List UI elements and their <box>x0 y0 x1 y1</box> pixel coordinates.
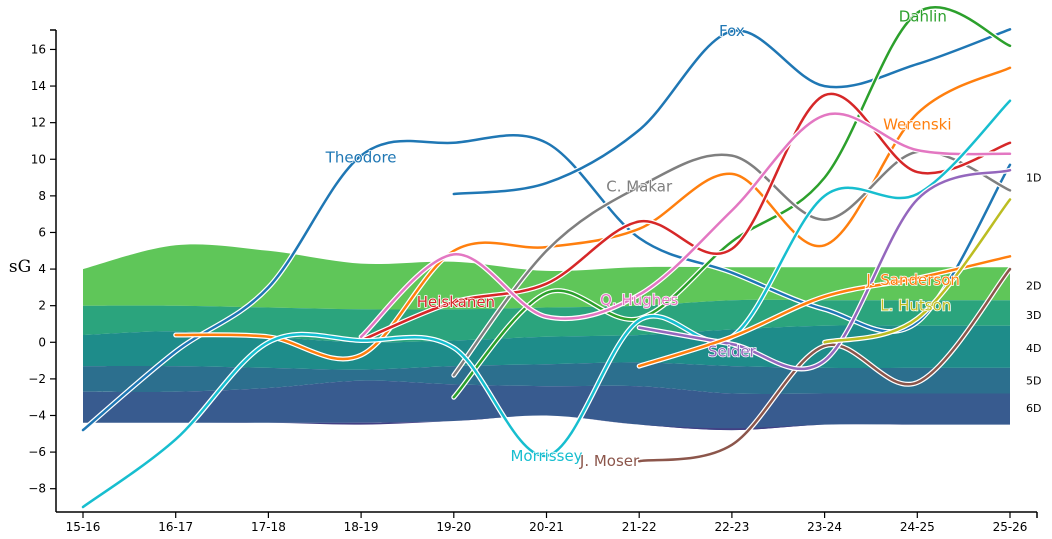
band-2d <box>83 299 1010 343</box>
series-label-q-hughes: Q. Hughes <box>600 291 678 309</box>
series-label-dahlin: Dahlin <box>899 8 947 26</box>
series-line-j-moser <box>637 267 1012 463</box>
band-label-6d: 6D <box>1026 402 1041 415</box>
x-tick-label: 17-18 <box>251 520 286 534</box>
series-lines <box>80 4 1013 510</box>
y-tick-label: 16 <box>31 42 46 56</box>
series-label-fox: Fox <box>719 22 745 40</box>
series-line-j-sanderson <box>637 255 1012 368</box>
series-line-q-hughes <box>359 112 1012 339</box>
y-tick-label: 6 <box>38 225 46 239</box>
series-label-theodore: Theodore <box>325 148 397 166</box>
series-line-fox <box>452 28 1012 196</box>
x-tick-label: 19-20 <box>436 520 471 534</box>
series-label-heiskanen: Heiskanen <box>417 293 495 311</box>
series-labels: Theodore Fox Dahlin Werenski C. Makar Heiskan… <box>324 7 961 471</box>
band-4d <box>83 362 1010 395</box>
band-label-5d: 5D <box>1026 375 1041 388</box>
y-tick-label: −4 <box>28 408 46 422</box>
y-tick-label: 4 <box>38 262 46 276</box>
series-label-c-makar: C. Makar <box>606 178 673 196</box>
band-labels: 1D 2D 3D 4D 5D 6D <box>1026 172 1041 416</box>
y-tick-label: 8 <box>38 189 46 203</box>
band-label-3d: 3D <box>1026 309 1041 322</box>
y-tick-label: 12 <box>31 116 46 130</box>
series-line-dahlin <box>452 6 1012 399</box>
x-tick-label: 21-22 <box>622 520 657 534</box>
series-halo-fox <box>451 26 1013 197</box>
band-5d <box>83 380 1010 431</box>
band-label-4d: 4D <box>1026 342 1041 355</box>
y-tick-label: 10 <box>31 152 46 166</box>
y-tick-label: −2 <box>28 372 46 386</box>
x-tick-label: 15-16 <box>66 520 101 534</box>
x-tick-label: 23-24 <box>807 520 842 534</box>
y-tick-label: −8 <box>28 482 46 496</box>
series-label-morrissey: Morrissey <box>510 447 582 465</box>
y-tick-label: −6 <box>28 445 46 459</box>
x-tick-label: 22-23 <box>714 520 749 534</box>
y-tick-label: 0 <box>38 335 46 349</box>
x-tick-label: 25-26 <box>993 520 1028 534</box>
series-label-l-hutson: L. Hutson <box>880 297 951 315</box>
y-axis-label: sG <box>9 257 31 277</box>
y-tick-label: 14 <box>31 79 46 93</box>
series-line-theodore <box>81 134 1012 432</box>
x-tick-label: 16-17 <box>158 520 193 534</box>
band-3d <box>83 325 1010 370</box>
y-tick-label: 2 <box>38 299 46 313</box>
series-line-seider <box>637 168 1012 371</box>
axes: −8 −6 −4 −2 0 2 4 6 8 10 12 14 16 15-16 16-17 17-18 18-1… <box>28 29 1038 534</box>
series-line-morrissey <box>81 99 1012 509</box>
series-label-werenski: Werenski <box>883 115 951 133</box>
x-tick-label: 18-19 <box>344 520 379 534</box>
band-label-2d: 2D <box>1026 280 1041 293</box>
band-label-1d: 1D <box>1026 172 1041 185</box>
x-tick-label: 24-25 <box>900 520 935 534</box>
series-line-l-hutson <box>823 198 1012 344</box>
series-label-seider: Seider <box>708 342 757 360</box>
series-label-j-sanderson: J. Sanderson <box>865 271 960 289</box>
series-line-heiskanen <box>359 92 1012 342</box>
x-tick-label: 20-21 <box>529 520 564 534</box>
series-label-j-moser: J. Moser <box>579 452 640 470</box>
